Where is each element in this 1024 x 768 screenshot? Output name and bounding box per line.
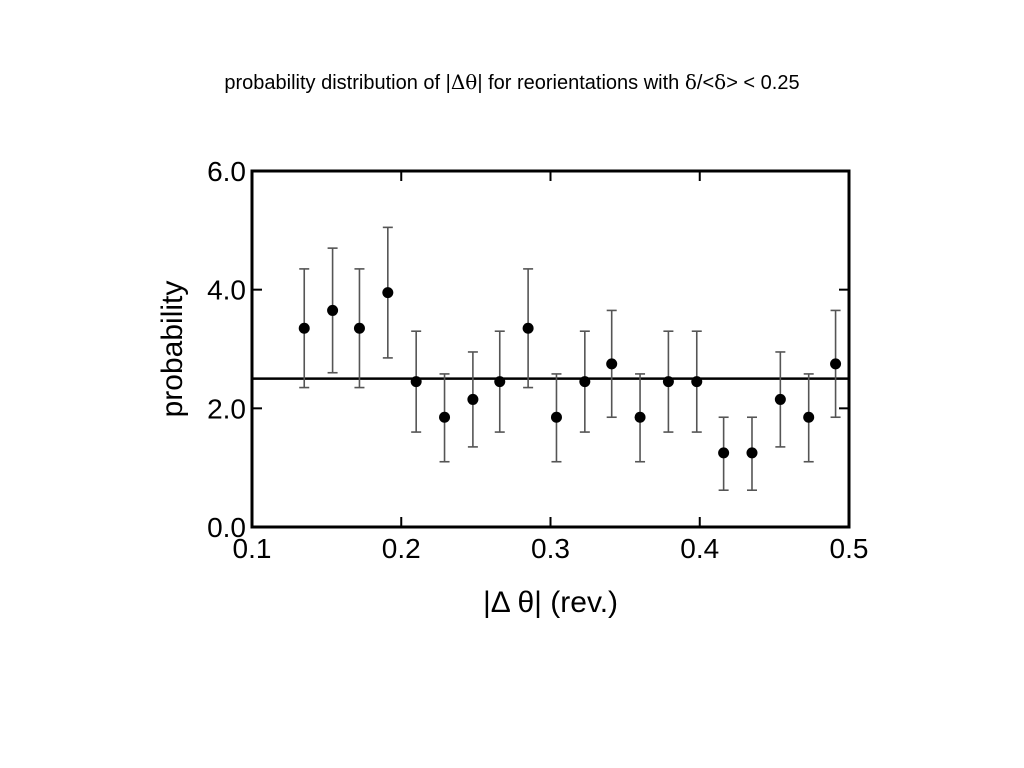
data-point: [298, 322, 310, 334]
title-delta-symbol: Δ: [450, 70, 466, 94]
data-point: [579, 376, 591, 388]
x-tick-label: 0.3: [531, 533, 570, 564]
x-tick-label: 0.4: [680, 533, 719, 564]
x-tick-label: 0.1: [233, 533, 272, 564]
data-point: [662, 376, 674, 388]
title-prefix: probability distribution of |: [224, 72, 451, 94]
y-tick-labels: 0.0 2.0 4.0 6.0: [207, 156, 246, 543]
y-tick-label: 4.0: [207, 275, 246, 306]
data-point: [634, 411, 646, 423]
data-point: [382, 287, 394, 299]
title-middle: | for reorientations with: [477, 72, 685, 94]
x-axis-label: |Δ θ| (rev.): [483, 586, 618, 619]
title-delta-small-symbol-2: δ: [714, 70, 727, 94]
data-point: [410, 376, 422, 388]
data-point: [439, 411, 451, 423]
slide-title: probability distribution of |Δθ| for reo…: [0, 68, 1024, 97]
tick-marks: [251, 170, 850, 528]
data-point: [353, 322, 365, 334]
data-point: [830, 358, 842, 370]
data-point: [718, 447, 730, 459]
y-axis-label: probability: [156, 281, 189, 418]
title-suffix: > < 0.25: [726, 72, 800, 94]
data-point: [803, 411, 815, 423]
plot-frame: [250, 169, 851, 529]
data-point: [691, 376, 703, 388]
y-tick-label: 0.0: [207, 512, 246, 543]
data-point: [327, 304, 339, 316]
data-point: [522, 322, 534, 334]
x-tick-labels: 0.1 0.2 0.3 0.4 0.5: [233, 533, 869, 564]
title-ratio: /<: [696, 72, 715, 94]
data-points: [298, 287, 842, 459]
title-theta-symbol: θ: [465, 70, 478, 94]
data-point: [550, 411, 562, 423]
data-point: [606, 358, 618, 370]
x-tick-label: 0.5: [830, 533, 869, 564]
y-tick-label: 6.0: [207, 156, 246, 187]
data-point: [774, 393, 786, 405]
data-point: [746, 447, 758, 459]
x-tick-label: 0.2: [382, 533, 421, 564]
error-bars: [299, 226, 841, 492]
data-point: [467, 393, 479, 405]
data-point: [494, 376, 506, 388]
title-delta-small-symbol: δ: [684, 70, 697, 94]
y-tick-label: 2.0: [207, 393, 246, 424]
